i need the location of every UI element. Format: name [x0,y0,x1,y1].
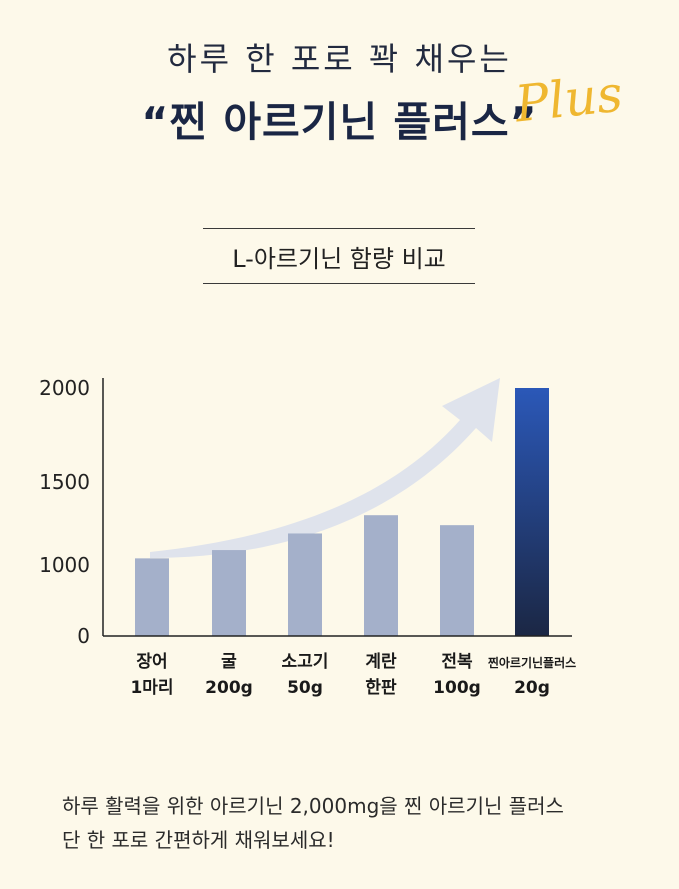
header-subtitle: 하루 한 포로 꽉 채우는 [167,40,512,78]
bar-0 [135,558,169,636]
y-tick-2000: 2000 [39,376,90,400]
trend-arrow [150,378,500,558]
category-label-2-0: 소고기 [282,652,329,672]
category-label-0-0: 장어 [136,652,167,672]
category-label-3-0: 계란 [365,652,397,672]
plus-script-logo: Plus [512,64,626,134]
caption-line-2: 단 한 포로 간편하게 채워보세요! [62,828,335,852]
y-tick-0: 0 [77,624,90,648]
y-tick-1500: 1500 [39,470,90,494]
section-label: L-아르기닌 함량 비교 [232,244,446,273]
category-label-1-1: 200g [205,678,253,698]
bar-2 [288,533,322,636]
bar-5 [515,388,549,636]
section-label-box: L-아르기닌 함량 비교 [203,228,475,284]
category-label-4-0: 전복 [441,652,473,672]
category-label-0-1: 1마리 [130,678,173,698]
category-label-2-1: 50g [287,678,323,698]
category-label-3-1: 한판 [365,678,397,698]
bar-4 [440,525,474,636]
category-label-4-1: 100g [433,678,481,698]
caption: 하루 활력을 위한 아르기닌 2,000mg을 찐 아르기닌 플러스 단 한 포… [62,789,662,857]
category-label-1-0: 굴 [221,652,237,672]
category-label-5-1: 20g [514,678,550,698]
y-tick-1000: 1000 [39,553,90,577]
header-title: “찐 아르기닌 플러스” [141,98,538,146]
bar-3 [364,515,398,636]
category-label-5-0: 찐아르기닌플러스 [488,655,576,670]
bar-1 [212,550,246,636]
caption-line-1: 하루 활력을 위한 아르기닌 2,000mg을 찐 아르기닌 플러스 [62,794,564,818]
